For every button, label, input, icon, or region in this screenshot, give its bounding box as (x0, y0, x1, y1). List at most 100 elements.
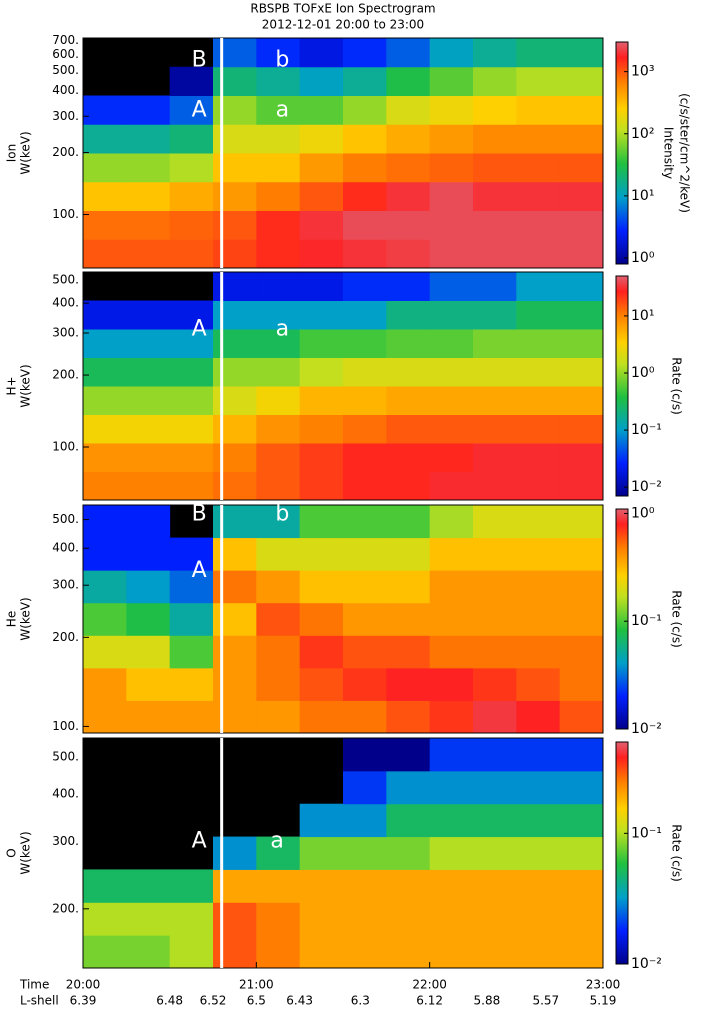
heatmap-cell (83, 210, 127, 240)
heatmap-cell (516, 66, 561, 96)
heatmap-cell (343, 210, 387, 240)
heatmap-cell (516, 210, 561, 240)
heatmap-cell (299, 95, 344, 125)
heatmap-cell (429, 66, 474, 96)
heatmap-cell (473, 738, 517, 772)
heatmap-cell (213, 153, 257, 183)
heatmap-cell (343, 738, 387, 772)
heatmap-cell (559, 329, 604, 358)
heatmap-cell (516, 386, 561, 415)
heatmap-cell (386, 602, 431, 636)
heatmap-cell (169, 570, 214, 604)
heatmap-cell (213, 537, 257, 571)
annotation: b (275, 502, 289, 527)
heatmap-cell (213, 700, 257, 734)
colorbar-tick-label: 10¹ (631, 188, 654, 204)
heatmap-cell (516, 124, 561, 154)
heatmap-cell (516, 414, 561, 444)
heatmap-cell (386, 770, 431, 805)
y-tick-label: 300. (52, 578, 79, 592)
heatmap-cell (126, 386, 171, 415)
heatmap-cell (386, 635, 431, 669)
heatmap-cell (213, 570, 257, 604)
heatmap-cell (83, 902, 127, 936)
heatmap-cell (83, 443, 127, 472)
heatmap-cell (213, 357, 257, 387)
y-tick-label: 300. (52, 834, 79, 848)
heatmap-cell (516, 181, 561, 211)
heatmap-cell (429, 869, 474, 903)
heatmap-cell (473, 570, 517, 604)
heatmap-cell (299, 537, 344, 571)
colorbar-label: Rate (c/s) (670, 824, 684, 882)
heatmap-cell (386, 505, 431, 539)
heatmap-cell (299, 935, 344, 969)
heatmap-cell (559, 95, 604, 125)
heatmap-cell (213, 869, 257, 903)
heatmap-cell (256, 869, 301, 903)
plot-frame (82, 504, 604, 734)
heatmap-cell (169, 667, 214, 701)
heatmap-cell (256, 602, 301, 636)
y-tick-label: 500. (52, 749, 79, 763)
heatmap-cell (83, 570, 127, 604)
heatmap-cell (386, 471, 431, 501)
plot-frame (82, 737, 604, 969)
y-axis-label: W(keV) (19, 831, 33, 874)
heatmap-cell (429, 329, 474, 358)
heatmap-cell (343, 570, 387, 604)
heatmap-cell (516, 153, 561, 183)
heatmap-cell (343, 935, 387, 969)
heatmap-cell (83, 700, 127, 734)
heatmap-cell (126, 210, 171, 240)
heatmap-cell (386, 124, 431, 154)
heatmap-cell (516, 803, 561, 838)
heatmap-cell (516, 869, 561, 903)
y-axis-label: W(keV) (19, 597, 33, 640)
heatmap-cell (83, 414, 127, 444)
heatmap-cell (256, 181, 301, 211)
heatmap-cell (343, 902, 387, 936)
heatmap-cell (473, 902, 517, 936)
heatmap-cell (126, 124, 171, 154)
heatmap-cell (299, 124, 344, 154)
heatmap-cell (516, 667, 561, 701)
heatmap-cell (256, 443, 301, 472)
heatmap-cell (83, 300, 127, 330)
heatmap-cell (343, 95, 387, 125)
heatmap-cell (343, 386, 387, 415)
heatmap-cell (559, 153, 604, 183)
heatmap-cell (169, 95, 214, 125)
heatmap-cell (559, 210, 604, 240)
heatmap-cell (169, 869, 214, 903)
colorbar-tick-label: 10⁻¹ (631, 613, 662, 629)
heatmap-cell (213, 272, 257, 301)
heatmap-cell (516, 272, 561, 301)
heatmap-cell (83, 329, 127, 358)
heatmap-cell (256, 667, 301, 701)
heatmap-cell (559, 386, 604, 415)
y-tick-label: 200. (52, 145, 79, 159)
heatmap-cell (473, 414, 517, 444)
heatmap-cell (83, 386, 127, 415)
heatmap-cell (169, 700, 214, 734)
heatmap-cell (429, 124, 474, 154)
colorbar-label: Rate (c/s) (670, 357, 684, 415)
heatmap-cell (213, 471, 257, 501)
heatmap-cell (516, 239, 561, 269)
heatmap-cell (213, 935, 257, 969)
lshell-value: 6.39 (70, 994, 97, 1008)
heatmap-cell (473, 272, 517, 301)
heatmap-cell (213, 505, 257, 539)
heatmap-cell (516, 602, 561, 636)
heatmap-cell (299, 357, 344, 387)
heatmap-cell (516, 38, 561, 68)
heatmap-cell (256, 471, 301, 501)
lshell-label: L-shell (20, 994, 59, 1008)
lshell-value: 6.52 (200, 994, 227, 1008)
heatmap-cell (473, 700, 517, 734)
heatmap-cell (559, 471, 604, 501)
heatmap-cell (169, 124, 214, 154)
heatmap-cell (473, 935, 517, 969)
